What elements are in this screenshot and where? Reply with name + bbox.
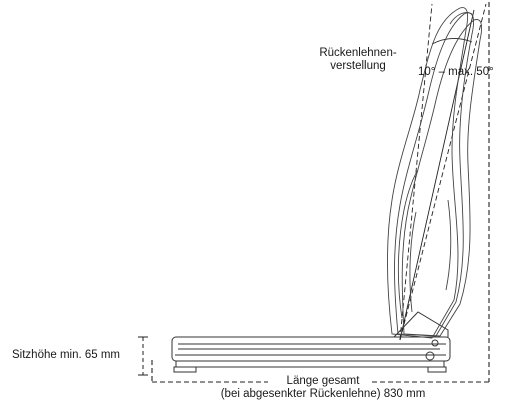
- base-rail: [175, 360, 445, 368]
- backrest-label-line2: verstellung: [330, 60, 386, 72]
- backrest-adjustment-label: Rückenlehnen- verstellung: [306, 47, 410, 73]
- backrest: [386, 7, 483, 339]
- hinge-block: [393, 311, 449, 338]
- seat-base: [171, 311, 451, 373]
- total-length-label: Länge gesamt (bei abgesenkter Rückenlehn…: [178, 375, 468, 401]
- max-angle-line: [399, 3, 487, 341]
- seat-height-dimension: [138, 336, 148, 376]
- backrest-position-2: [394, 12, 475, 337]
- backrest-padding-1: [397, 169, 419, 319]
- adjust-knob: [425, 351, 435, 361]
- foot-left: [173, 366, 197, 373]
- backrest-position-3: [401, 19, 483, 337]
- angle-reference-lines: [399, 3, 487, 341]
- vertical-reference-line: [399, 3, 433, 341]
- backrest-position-1: [386, 7, 469, 339]
- backrest-padding-2: [409, 211, 417, 313]
- seat-height-label: Sitzhöhe min. 65 mm: [12, 349, 121, 361]
- angle-arc: [431, 38, 473, 45]
- backrest-label-line1: Rückenlehnen-: [319, 47, 397, 59]
- angle-range-label: 10° – max. 50°: [418, 66, 494, 78]
- length-label-line1: Länge gesamt: [286, 375, 360, 387]
- overall-dimension-frame: [151, 2, 490, 383]
- backrest-padding-3: [445, 199, 452, 291]
- backrest-top-curl: [449, 12, 473, 25]
- length-label-line2: (bei abgesenkter Rückenlehne) 830 mm: [220, 388, 426, 400]
- foot-right: [427, 366, 447, 373]
- backrest-axis-line: [399, 9, 475, 341]
- adjust-knob-top: [431, 339, 439, 347]
